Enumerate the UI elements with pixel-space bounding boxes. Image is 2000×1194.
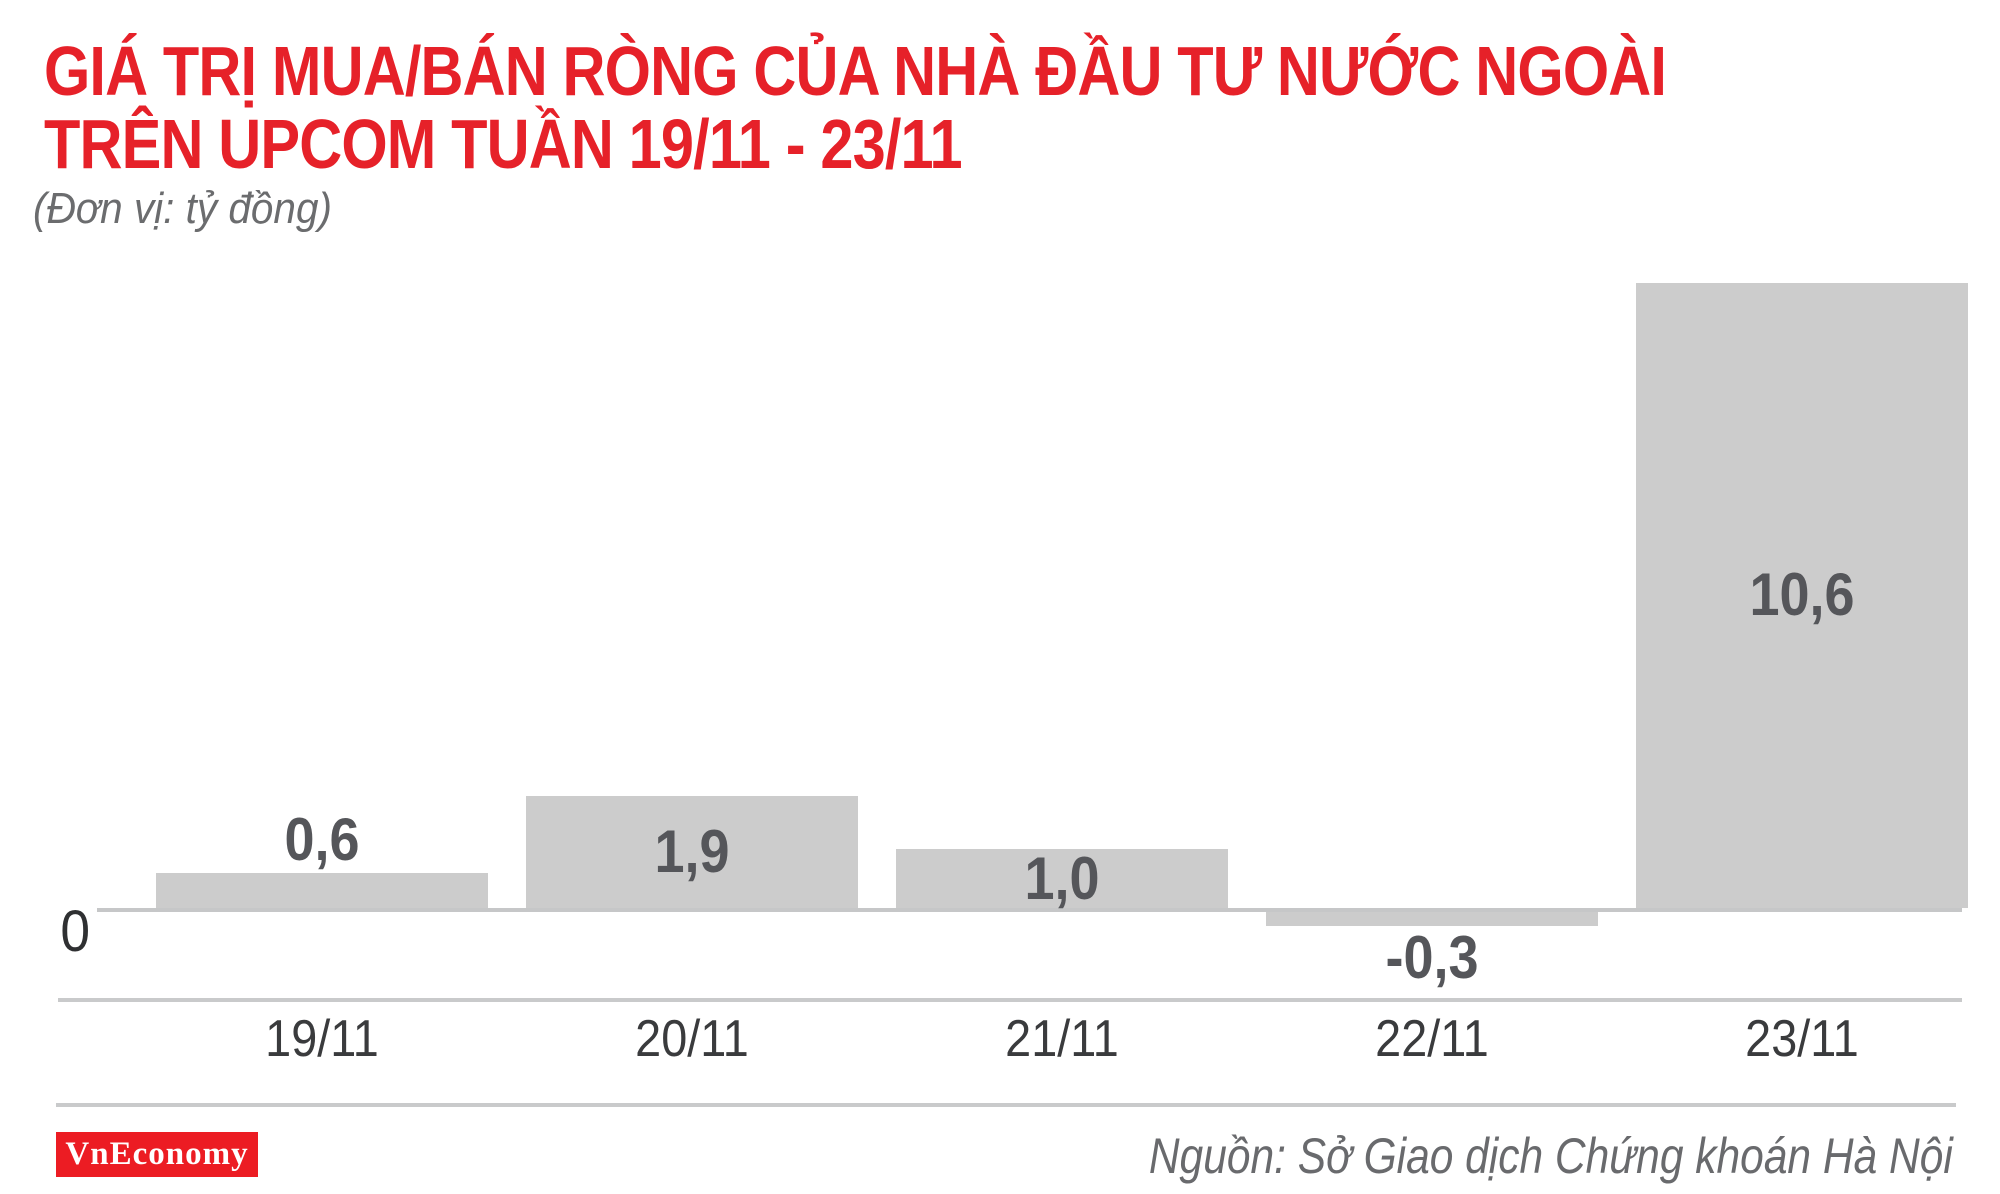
chart-unit-subtitle: (Đơn vị: tỷ đồng): [33, 184, 332, 233]
value-label-23-11: 10,6: [1749, 561, 1855, 629]
x-axis-label-19-11: 19/11: [265, 1010, 379, 1068]
x-axis-label-23-11: 23/11: [1745, 1010, 1859, 1068]
x-axis-label-20-11: 20/11: [635, 1010, 749, 1068]
value-label-20-11: 1,9: [654, 817, 730, 885]
bar-23-11: [1636, 282, 1968, 908]
source-credit: Nguồn: Sở Giao dịch Chứng khoán Hà Nội: [1149, 1128, 1953, 1184]
chart-title: GIÁ TRỊ MUA/BÁN RÒNG CỦA NHÀ ĐẦU TƯ NƯỚC…: [44, 32, 1667, 183]
x-axis-label-22-11: 22/11: [1375, 1010, 1489, 1068]
chart-title-line1: GIÁ TRỊ MUA/BÁN RÒNG CỦA NHÀ ĐẦU TƯ NƯỚC…: [44, 32, 1667, 110]
value-label-21-11: 1,0: [1024, 844, 1100, 912]
footer-separator: [56, 1103, 1956, 1107]
separator-above-category-labels: [58, 998, 1962, 1002]
bar-22-11: [1266, 908, 1598, 926]
vneconomy-logo: VnEconomy: [56, 1132, 258, 1177]
bar-19-11: [156, 872, 488, 908]
x-axis-label-21-11: 21/11: [1005, 1010, 1119, 1068]
bar-20-11: [526, 795, 858, 908]
y-axis-zero-label: 0: [60, 899, 90, 964]
chart-title-line2: TRÊN UPCOM TUẦN 19/11 - 23/11: [44, 105, 963, 183]
value-label-19-11: 0,6: [284, 805, 360, 873]
bar-21-11: [896, 849, 1228, 908]
x-axis-baseline: [97, 908, 1962, 912]
value-label-22-11: -0,3: [1385, 923, 1479, 991]
vneconomy-logo-text: VnEconomy: [65, 1136, 249, 1172]
